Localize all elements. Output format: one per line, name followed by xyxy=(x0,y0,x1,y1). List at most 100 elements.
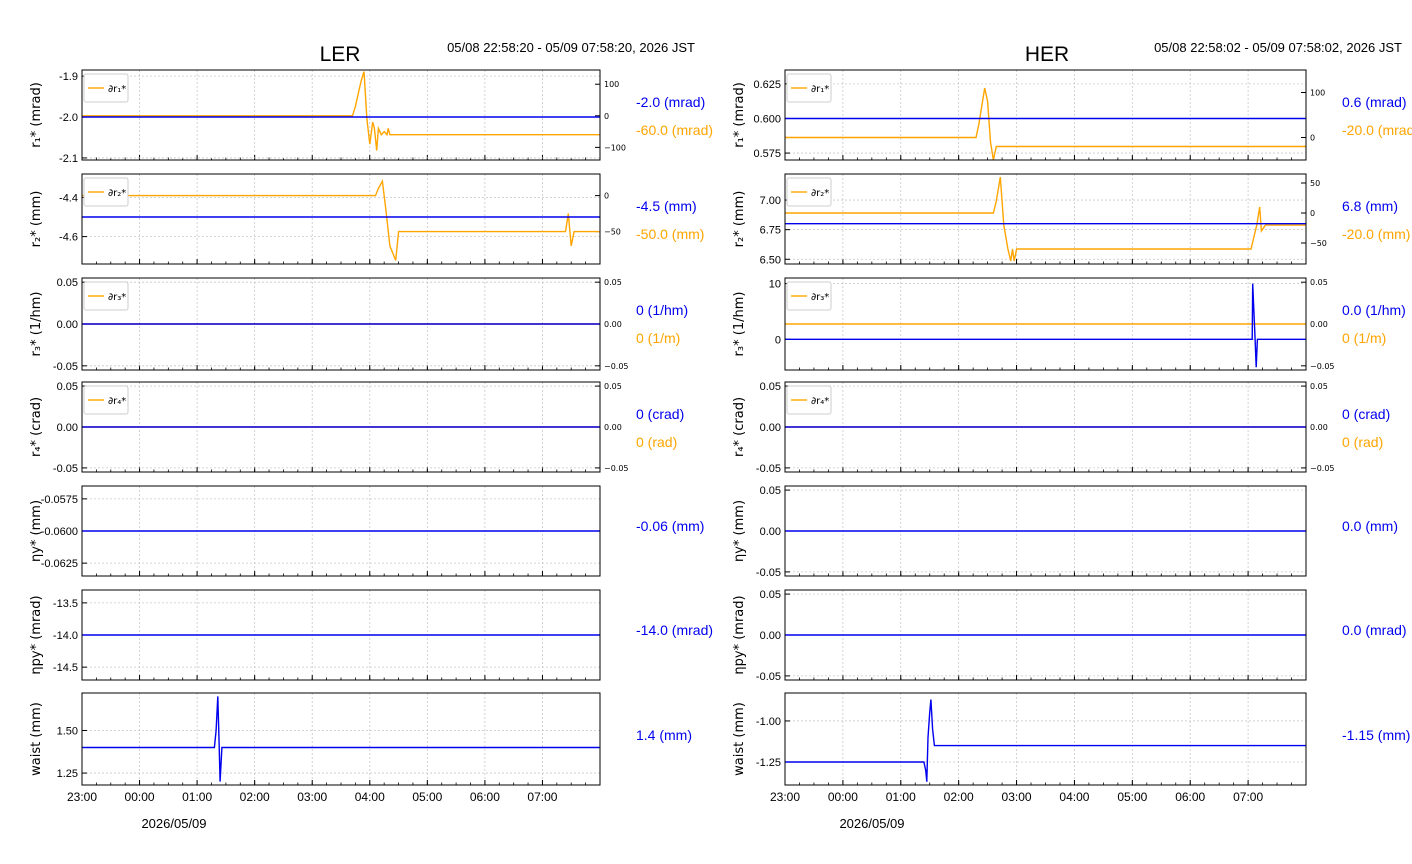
y-tick-label: 0.05 xyxy=(760,485,781,497)
y-tick-label: -0.05 xyxy=(756,567,781,579)
x-tick-label: 07:00 xyxy=(527,790,557,804)
time-range: 05/08 22:58:02 - 05/09 07:58:02, 2026 JS… xyxy=(1154,40,1402,55)
x-tick-label: 06:00 xyxy=(1175,790,1205,804)
right-y-tick-label: 0 xyxy=(604,192,609,201)
x-tick-label: 00:00 xyxy=(125,790,155,804)
current-value-label: 0.0 (mrad) xyxy=(1342,622,1407,638)
y-tick-label: 1.50 xyxy=(57,725,78,737)
y-tick-label: -2.1 xyxy=(59,153,78,165)
current-value-label: 0.6 (mrad) xyxy=(1342,94,1407,110)
right-y-tick-label: −0.05 xyxy=(604,464,629,473)
plot-frame xyxy=(81,485,601,577)
x-tick-label: 05:00 xyxy=(1117,790,1147,804)
legend-label: ∂r₁* xyxy=(108,84,126,95)
x-tick-label: 05:00 xyxy=(412,790,442,804)
date-label: 2026/05/09 xyxy=(839,816,904,831)
x-tick-label: 06:00 xyxy=(470,790,500,804)
legend-label: ∂r₄* xyxy=(811,396,829,407)
y-tick-label: 6.50 xyxy=(760,254,781,266)
right-y-tick-label: 0.00 xyxy=(1310,423,1328,432)
panel-5: 0.05 0.00 -0.05 ηy* (mm) xyxy=(732,485,1307,579)
y-axis-label: r₂* (mm) xyxy=(29,191,44,248)
right-y-tick-label: 0.05 xyxy=(1310,278,1328,287)
y-axis-label: ηy* (mm) xyxy=(732,500,747,562)
current-value-label: 0.0 (mm) xyxy=(1342,518,1398,534)
plot-frame xyxy=(784,173,1307,265)
panel-6: 0.05 0.00 -0.05 ηpy* (mrad) xyxy=(732,589,1307,683)
current-value-label: 0 (1/m) xyxy=(636,330,680,346)
right-y-tick-label: 0.00 xyxy=(604,320,622,329)
chart-title: LER xyxy=(320,43,361,66)
panel-7: -1.00 -1.25 waist (mm) xyxy=(732,692,1307,786)
y-tick-label: -1.00 xyxy=(756,716,781,728)
y-tick-label: 0.05 xyxy=(760,381,781,393)
y-axis-label: r₄* (crad) xyxy=(732,397,747,457)
y-tick-label: -13.5 xyxy=(53,598,78,610)
x-tick-label: 03:00 xyxy=(297,790,327,804)
right-y-tick-label: 0 xyxy=(604,112,609,121)
y-tick-label: -4.4 xyxy=(59,192,78,204)
y-tick-label: -0.05 xyxy=(53,463,78,475)
current-value-label: 0.0 (1/hm) xyxy=(1342,302,1406,318)
x-tick-label: 23:00 xyxy=(770,790,800,804)
panel-2: 7.00 6.75 6.50 50 0 −50 r₂* (mm) ∂r₂* xyxy=(732,173,1327,266)
y-tick-label: -0.05 xyxy=(756,671,781,683)
y-tick-label: -14.0 xyxy=(53,630,78,642)
legend-box xyxy=(786,385,832,415)
y-axis-label: waist (mm) xyxy=(732,702,747,776)
plot-frame xyxy=(784,485,1307,577)
right-y-tick-label: −0.05 xyxy=(604,362,629,371)
derivative-line xyxy=(785,176,1306,262)
plot-frame xyxy=(81,277,601,371)
y-tick-label: 1.25 xyxy=(57,768,78,780)
x-tick-label: 04:00 xyxy=(1059,790,1089,804)
y-tick-label: -0.0575 xyxy=(41,494,78,506)
y-tick-label: 0.00 xyxy=(760,526,781,538)
current-value-label: 0 (crad) xyxy=(1342,406,1390,422)
y-axis-label: r₄* (crad) xyxy=(29,397,44,457)
y-tick-label: 0.00 xyxy=(57,319,78,331)
current-value-label: -20.0 (mm) xyxy=(1342,226,1410,242)
y-tick-label: -2.0 xyxy=(59,112,78,124)
derivative-line xyxy=(82,71,600,151)
legend-box xyxy=(786,73,832,103)
plot-frame xyxy=(81,589,601,681)
current-value-label: 6.8 (mm) xyxy=(1342,198,1398,214)
y-axis-label: r₃* (1/hm) xyxy=(732,292,747,357)
y-axis-label: r₃* (1/hm) xyxy=(29,292,44,357)
legend-box xyxy=(83,385,129,415)
panel-2: -4.4 -4.6 0 −50 r₂* (mm) ∂r₂* xyxy=(29,173,621,265)
current-value-label: -4.5 (mm) xyxy=(636,198,697,214)
y-tick-label: 0.05 xyxy=(57,381,78,393)
plot-frame xyxy=(784,277,1307,371)
right-y-tick-label: 0.05 xyxy=(1310,382,1328,391)
y-tick-label: -0.0600 xyxy=(41,526,78,538)
value-line xyxy=(785,283,1306,368)
right-y-tick-label: 0.05 xyxy=(604,278,622,287)
y-tick-label: 0.00 xyxy=(760,422,781,434)
chart-title: HER xyxy=(1025,43,1069,66)
y-axis-label: waist (mm) xyxy=(29,702,44,776)
y-tick-label: 0 xyxy=(775,334,781,346)
time-range: 05/08 22:58:20 - 05/09 07:58:20, 2026 JS… xyxy=(447,40,695,55)
plot-frame xyxy=(784,69,1307,161)
plot-frame xyxy=(81,381,601,473)
y-tick-label: 0.05 xyxy=(57,277,78,289)
y-tick-label: -1.9 xyxy=(59,71,78,83)
y-tick-label: 0.625 xyxy=(753,79,781,91)
right-y-tick-label: −50 xyxy=(604,228,621,237)
plot-frame xyxy=(81,69,601,161)
current-value-label: 0 (rad) xyxy=(636,434,677,450)
right-y-tick-label: 0.00 xyxy=(1310,320,1328,329)
x-tick-label: 01:00 xyxy=(182,790,212,804)
y-axis-label: ηy* (mm) xyxy=(29,500,44,562)
x-tick-label: 00:00 xyxy=(828,790,858,804)
legend-label: ∂r₁* xyxy=(811,84,829,95)
current-value-label: -1.15 (mm) xyxy=(1342,727,1410,743)
current-value-label: -20.0 (mrad) xyxy=(1342,122,1412,138)
current-value-label: -0.06 (mm) xyxy=(636,518,704,534)
y-axis-label: r₂* (mm) xyxy=(732,191,747,248)
plot-frame xyxy=(784,589,1307,681)
current-value-label: -2.0 (mrad) xyxy=(636,94,705,110)
